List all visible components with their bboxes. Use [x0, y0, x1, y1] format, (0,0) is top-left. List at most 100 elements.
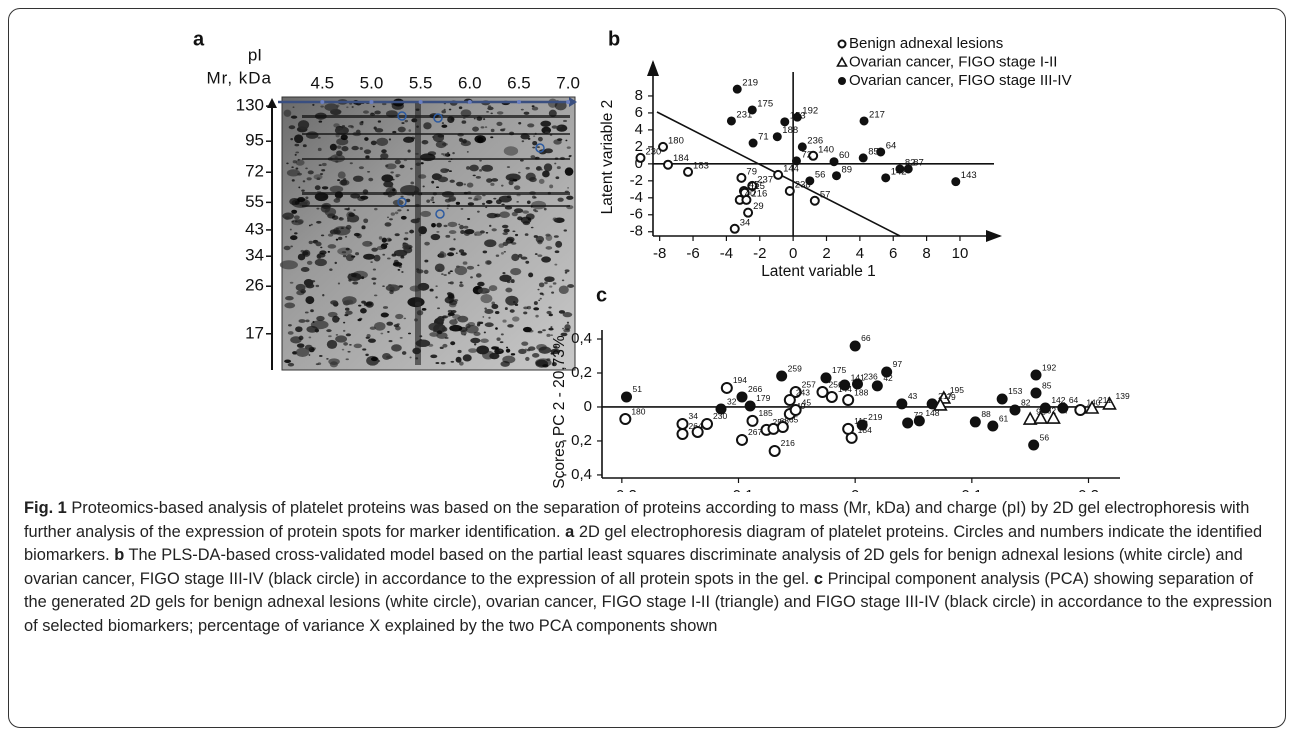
- gel-spot: [481, 202, 486, 206]
- gel-spot: [563, 119, 568, 123]
- gel-spot: [502, 232, 509, 236]
- gel-spot: [567, 283, 574, 288]
- point: [748, 138, 758, 148]
- point: [726, 116, 736, 126]
- point-label: 56: [815, 169, 826, 180]
- gel-spot: [370, 112, 374, 115]
- gel-spot: [335, 333, 339, 336]
- gel-spot: [344, 235, 348, 238]
- point: [791, 156, 801, 166]
- gel-spot: [455, 252, 458, 255]
- legend-marker: [837, 39, 847, 49]
- gel-spot: [399, 336, 403, 339]
- figure: a 4.5 5.0 5.5 6.0 6.5 7.0 pI Mr, kDa 130 95 72 55 43 3…: [193, 28, 1130, 492]
- point: [896, 398, 908, 410]
- gel-spot: [453, 299, 459, 302]
- panel-letter: a: [193, 28, 205, 50]
- gel-band: [302, 158, 570, 160]
- gel-spot: [315, 241, 322, 247]
- gel-spot: [441, 124, 448, 128]
- point: [987, 420, 999, 432]
- gel-spot: [553, 345, 558, 349]
- gel-spot: [540, 120, 552, 127]
- point: [783, 394, 796, 407]
- point-label: 79: [746, 166, 757, 177]
- gel-spot: [436, 330, 443, 335]
- gel-spot: [298, 319, 306, 323]
- gel-spot: [551, 362, 557, 367]
- gel-spot: [392, 188, 396, 192]
- gel-spot: [483, 118, 486, 121]
- point-label: 192: [1042, 362, 1056, 372]
- gel-spot: [294, 232, 298, 235]
- gel-spot: [553, 235, 559, 238]
- x-tick-label: 10: [952, 245, 969, 262]
- point: [663, 159, 674, 170]
- gel-spot: [463, 183, 467, 186]
- y-tick-label: 4: [635, 121, 643, 138]
- point-label: 87: [913, 157, 924, 168]
- point-label: 141: [851, 372, 865, 382]
- gel-spot: [290, 235, 298, 241]
- gel-spot: [535, 166, 542, 171]
- gel-spot: [437, 307, 441, 310]
- gel-spot: [466, 182, 474, 188]
- gel-spot: [382, 285, 385, 288]
- gel-spot: [319, 250, 327, 255]
- point: [776, 370, 788, 382]
- gel-spot: [320, 105, 324, 108]
- gel-image: [279, 96, 576, 371]
- gel-spot: [341, 251, 347, 254]
- gel-spot: [310, 223, 313, 226]
- axis-arrow: [986, 230, 1002, 242]
- x-tick: [320, 100, 325, 104]
- gel-spot: [548, 306, 552, 309]
- gel-spot: [400, 195, 404, 198]
- point-label: 180: [631, 406, 645, 416]
- gel-spot: [566, 321, 570, 324]
- caption-letter: a: [565, 522, 575, 541]
- gel-spot: [436, 222, 442, 228]
- gel-spot: [340, 134, 348, 141]
- point-label: 153: [1008, 386, 1022, 396]
- gel-spot: [324, 103, 339, 111]
- gel-spot: [462, 261, 468, 265]
- gel-spot: [303, 201, 308, 204]
- gel-spot: [364, 137, 369, 141]
- gel-spot: [314, 185, 321, 191]
- gel-spot: [538, 299, 541, 302]
- gel-spot: [501, 224, 509, 229]
- gel-spot: [421, 140, 429, 145]
- gel-spot: [390, 171, 394, 174]
- gel-spot: [491, 178, 499, 182]
- gel-spot: [351, 106, 354, 108]
- gel-spot: [542, 329, 546, 332]
- gel-spot: [345, 254, 355, 262]
- point-label: 195: [950, 385, 964, 395]
- gel-spot: [345, 333, 352, 337]
- point: [701, 417, 713, 430]
- gel-spot: [394, 233, 400, 237]
- gel-spot: [424, 241, 430, 246]
- gel-spot: [448, 293, 455, 299]
- gel-spot: [406, 209, 410, 212]
- gel-spot: [435, 296, 438, 299]
- gel-spot: [537, 330, 543, 334]
- point-label: 62: [1047, 405, 1057, 415]
- gel-spot: [392, 130, 397, 134]
- point-label: 192: [802, 106, 818, 117]
- point-label: 82: [905, 157, 916, 168]
- gel-spot: [458, 223, 461, 226]
- point-label: 230: [713, 411, 727, 421]
- gel-spot: [540, 168, 543, 171]
- gel-spot: [305, 131, 319, 139]
- gel-spot: [505, 346, 509, 349]
- gel-spot: [290, 115, 298, 119]
- gel-spot: [491, 303, 499, 310]
- gel-spot: [409, 229, 415, 234]
- gel-spot: [305, 167, 308, 170]
- gel-spot: [538, 282, 545, 288]
- gel-spot: [523, 111, 530, 115]
- gel-spot: [448, 195, 457, 202]
- point-label: 82: [1021, 397, 1031, 407]
